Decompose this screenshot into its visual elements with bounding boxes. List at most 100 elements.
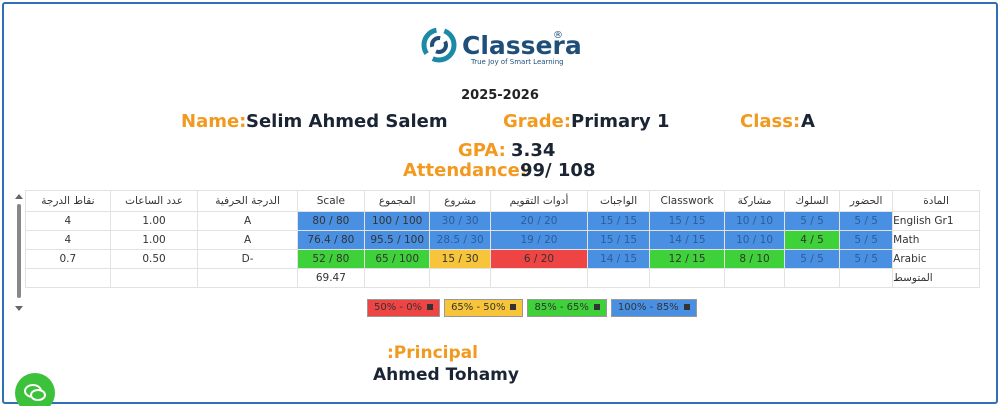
header-cell: مشروع bbox=[429, 190, 491, 212]
attendance: 99/ 108 bbox=[520, 160, 596, 181]
grade-cell: 15 / 14 bbox=[587, 249, 651, 269]
class-label: Class: bbox=[740, 111, 801, 132]
table-row: المتوسط 69.47 bbox=[25, 268, 980, 288]
grade-cell bbox=[724, 268, 786, 288]
header-cell: الواجبات bbox=[587, 190, 651, 212]
grade-cell: 100 / 100 bbox=[363, 211, 431, 231]
header-cell: الدرجة الحرفية bbox=[197, 190, 298, 212]
grade-cell: 69.47 bbox=[296, 268, 365, 288]
grade-cell: 30 / 28.5 bbox=[429, 230, 491, 250]
grade-cell: 5 / 5 bbox=[784, 249, 841, 269]
grade-label: Grade: bbox=[503, 111, 572, 132]
grade-cell: 5 / 4 bbox=[784, 230, 841, 250]
legend-square bbox=[427, 304, 434, 310]
header-cell: المجموع bbox=[363, 190, 431, 212]
grade-cell: 5 / 5 bbox=[784, 211, 841, 231]
grade-cell: 30 / 30 bbox=[429, 211, 491, 231]
grade-cell: 80 / 52 bbox=[296, 249, 365, 269]
grade-cell: 20 / 6 bbox=[489, 249, 589, 269]
year: 2025-2026 bbox=[461, 88, 539, 103]
header-cell: مشاركة bbox=[724, 190, 786, 212]
principal-name: Ahmed Tohamy bbox=[373, 365, 519, 385]
grade-cell: 15 / 15 bbox=[587, 230, 651, 250]
grade-cell: 15 / 15 bbox=[649, 211, 726, 231]
gpa: 3.34 bbox=[511, 140, 556, 161]
tagline: True Joy of Smart Learning bbox=[471, 58, 564, 66]
grade-cell: 80 / 80 bbox=[296, 211, 365, 231]
grade-cell bbox=[649, 268, 726, 288]
grade-cell: A bbox=[197, 211, 298, 231]
grade-cell: 1.00 bbox=[109, 211, 199, 231]
header-cell: أدوات التقويم bbox=[489, 190, 589, 212]
header-cell: السلوك bbox=[784, 190, 841, 212]
grade-cell: 0.50 bbox=[109, 249, 199, 269]
grade-cell: 15 / 15 bbox=[587, 211, 651, 231]
grade-cell bbox=[429, 268, 491, 288]
grade-cell bbox=[363, 268, 431, 288]
grade: Primary 1 bbox=[571, 111, 670, 132]
grade-cell bbox=[109, 268, 199, 288]
grade-cell bbox=[25, 268, 111, 288]
legend-square bbox=[593, 304, 600, 310]
gpa-label: GPA: bbox=[458, 140, 506, 161]
legend-label: 85% - 65% bbox=[534, 302, 589, 313]
legend-label: 65% - 50% bbox=[451, 302, 506, 313]
grade-cell: A bbox=[197, 230, 298, 250]
grade-cell bbox=[784, 268, 841, 288]
grade-cell: 30 / 15 bbox=[429, 249, 491, 269]
header-cell: Scale bbox=[296, 190, 365, 212]
grade-cell: 1.00 bbox=[109, 230, 199, 250]
grade-cell: 4 bbox=[25, 230, 111, 250]
subject-cell: English Gr1 bbox=[892, 211, 980, 231]
name-label: Name: bbox=[181, 111, 247, 132]
legend-item: 65% - 50% bbox=[444, 299, 524, 317]
logo-icon bbox=[421, 27, 457, 63]
logo-text: Classera bbox=[462, 31, 582, 60]
legend-item: 85% - 65% bbox=[527, 299, 607, 317]
grade-cell: 15 / 12 bbox=[649, 249, 726, 269]
legend-label: 50% - 0% bbox=[374, 302, 423, 313]
scrollbar[interactable] bbox=[12, 190, 26, 315]
subject-cell: Math bbox=[892, 230, 980, 250]
grade-cell: -D bbox=[197, 249, 298, 269]
grade-cell: 100 / 65 bbox=[363, 249, 431, 269]
grade-cell: 4 bbox=[25, 211, 111, 231]
grade-cell: 20 / 19 bbox=[489, 230, 589, 250]
legend-square bbox=[510, 304, 517, 310]
legend-label: 100% - 85% bbox=[617, 302, 679, 313]
logo-mark: ® bbox=[553, 30, 563, 41]
header-cell: عدد الساعات bbox=[109, 190, 199, 212]
grade-cell bbox=[489, 268, 589, 288]
class: A bbox=[801, 111, 815, 132]
grade-cell: 10 / 10 bbox=[724, 211, 786, 231]
grade-cell bbox=[197, 268, 298, 288]
grade-cell: 0.7 bbox=[25, 249, 111, 269]
grade-cell: 80 / 76.4 bbox=[296, 230, 365, 250]
legend-item: 50% - 0% bbox=[367, 299, 441, 317]
header-cell: المادة bbox=[892, 190, 980, 212]
grade-cell bbox=[587, 268, 651, 288]
grade-cell: 5 / 5 bbox=[839, 211, 894, 231]
chat-button[interactable] bbox=[15, 373, 57, 406]
header-row: المادة الحضور السلوك مشاركة Classwork الواجبا… bbox=[25, 190, 980, 212]
header-cell: نقاط الدرجة bbox=[25, 190, 111, 212]
header-cell: Classwork bbox=[649, 190, 726, 212]
grade-cell: 15 / 14 bbox=[649, 230, 726, 250]
subject-cell: المتوسط bbox=[892, 268, 980, 288]
grades-table: المادة الحضور السلوك مشاركة Classwork الواجبا… bbox=[25, 190, 980, 288]
name: Selim Ahmed Salem bbox=[246, 111, 448, 132]
grade-cell bbox=[839, 268, 894, 288]
attendance-label: Attendance: bbox=[403, 160, 528, 181]
legend: 50% - 0% 65% - 50% 85% - 65% 100% - 85% bbox=[367, 299, 697, 317]
legend-item: 100% - 85% bbox=[610, 299, 697, 317]
grade-cell: 5 / 5 bbox=[839, 249, 894, 269]
legend-square bbox=[683, 304, 690, 310]
grade-cell: 20 / 20 bbox=[489, 211, 589, 231]
principal-label: :Principal bbox=[387, 343, 478, 363]
grade-cell: 100 / 95.5 bbox=[363, 230, 431, 250]
